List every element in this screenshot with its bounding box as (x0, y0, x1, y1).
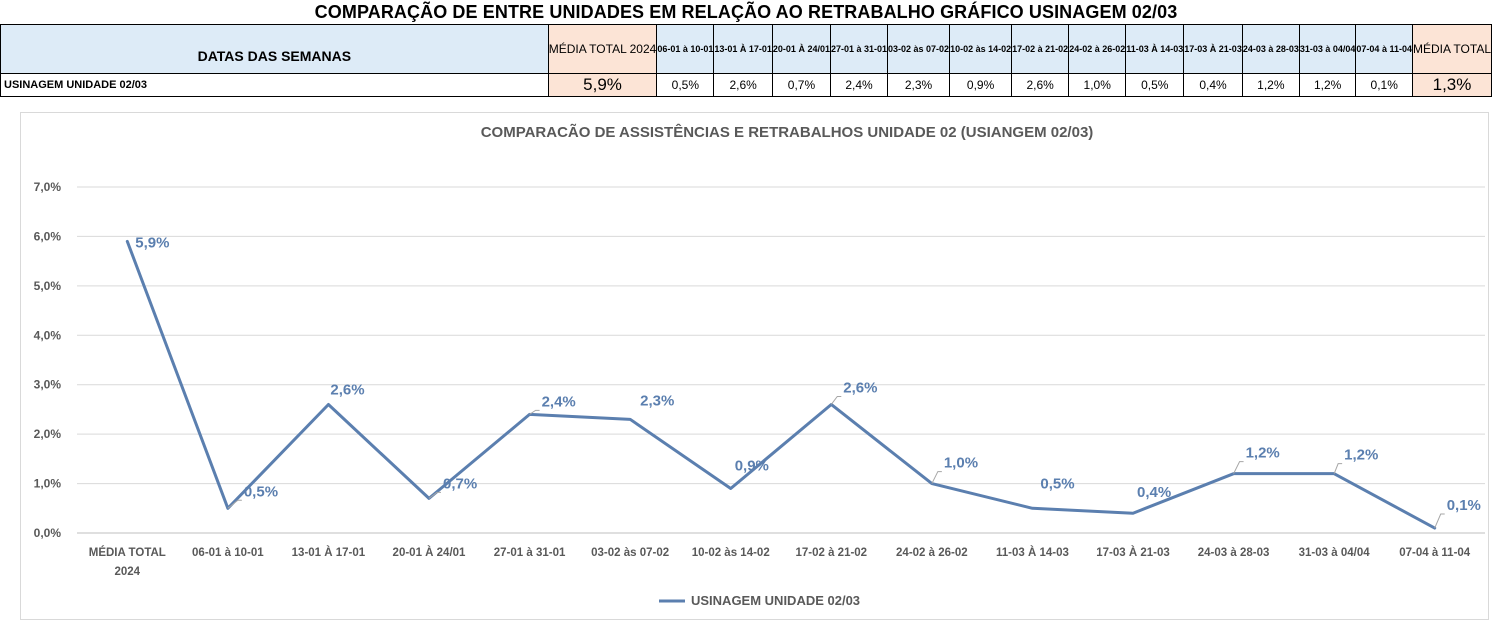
week-header: 06-01 à 10-01 (656, 24, 715, 74)
week-header: 03-02 às 07-02 (887, 24, 951, 74)
week-value: 1,2% (1298, 73, 1357, 97)
week-header: 24-03 à 28-03 (1241, 24, 1300, 74)
week-value: 0,5% (1125, 73, 1185, 97)
data-label-leader (428, 491, 441, 499)
y-tick-label: 7,0% (34, 180, 62, 194)
week-value: 2,6% (1011, 73, 1070, 97)
data-label-leader (529, 409, 540, 415)
data-label: 2,4% (542, 393, 576, 410)
data-label: 0,9% (735, 458, 769, 475)
data-label-leader (227, 499, 242, 509)
x-tick-label: 20-01 À 24/01 (393, 546, 466, 559)
y-tick-label: 0,0% (34, 526, 62, 540)
week-header: 17-02 à 21-02 (1011, 24, 1070, 74)
y-tick-label: 1,0% (34, 477, 62, 491)
week-header: 11-03 À 14-03 (1125, 24, 1185, 74)
avg-total-header: MÉDIA TOTAL (1411, 24, 1492, 74)
x-tick-label: 17-03 À 21-03 (1096, 546, 1170, 559)
x-tick-label: 06-01 à 10-01 (192, 547, 264, 559)
data-label: 1,0% (944, 455, 978, 472)
y-tick-label: 5,0% (34, 279, 62, 293)
x-tick-label: 03-02 às 07-02 (591, 547, 669, 559)
week-header: 17-03 À 21-03 (1183, 24, 1243, 74)
weeks-header-label: DATAS DAS SEMANAS (0, 24, 549, 74)
data-label-leader (1434, 513, 1445, 529)
week-value: 1,2% (1241, 73, 1300, 97)
y-tick-label: 4,0% (34, 328, 62, 342)
y-tick-label: 3,0% (34, 378, 62, 392)
data-label: 2,6% (843, 379, 877, 396)
week-value: 0,4% (1183, 73, 1243, 97)
x-tick-label: MÉDIA TOTAL (89, 546, 166, 559)
row-name: USINAGEM UNIDADE 02/03 (0, 73, 549, 97)
chart-title: COMPARACÃO DE ASSISTÊNCIAS E RETRABALHOS… (481, 123, 1094, 141)
week-value: 0,9% (949, 73, 1013, 97)
summary-table: DATAS DAS SEMANAS MÉDIA TOTAL 2024 06-01 à… (0, 24, 1492, 97)
data-label: 1,2% (1246, 445, 1280, 462)
week-value: 2,4% (829, 73, 889, 97)
week-header: 10-02 às 14-02 (949, 24, 1013, 74)
series-line-usinagem (125, 239, 1437, 530)
week-value: 1,0% (1068, 73, 1127, 97)
x-tick-label: 24-03 à 28-03 (1198, 547, 1270, 559)
table-header-row: DATAS DAS SEMANAS MÉDIA TOTAL 2024 06-01 à… (0, 24, 1492, 74)
week-value: 2,6% (713, 73, 773, 97)
y-tick-label: 6,0% (34, 229, 62, 243)
week-header: 07-04 à 11-04 (1355, 24, 1413, 74)
week-header: 31-03 à 04/04 (1298, 24, 1357, 74)
data-label-leader (830, 395, 842, 405)
table-row: USINAGEM UNIDADE 02/03 5,9% 0,5% 2,6% 0,7% 2,… (0, 73, 1492, 97)
x-tick-label: 10-02 às 14-02 (692, 547, 770, 559)
x-tick-label: 17-02 à 21-02 (795, 547, 867, 559)
x-tick-label: 13-01 À 17-01 (292, 546, 366, 559)
sheet-title: COMPARAÇÃO DE ENTRE UNIDADES EM RELAÇÃO … (314, 2, 1178, 22)
avg-2024-header: MÉDIA TOTAL 2024 (547, 24, 658, 74)
week-value: 0,7% (771, 73, 831, 97)
chart-area: COMPARACÃO DE ASSISTÊNCIAS E RETRABALHOS… (20, 112, 1489, 620)
legend-label: USINAGEM UNIDADE 02/03 (691, 593, 860, 608)
x-tick-label: 27-01 à 31-01 (494, 547, 566, 559)
data-label: 0,5% (244, 483, 278, 500)
x-tick-label: 2024 (114, 566, 140, 578)
week-value: 2,3% (887, 73, 951, 97)
data-label: 0,7% (443, 475, 477, 492)
week-value: 0,5% (656, 73, 715, 97)
data-label: 5,9% (135, 234, 169, 251)
data-label-leader (1233, 461, 1244, 474)
week-header: 24-02 à 26-02 (1068, 24, 1127, 74)
data-label: 1,2% (1344, 447, 1378, 464)
avg-2024-value: 5,9% (547, 73, 658, 97)
week-header: 20-01 À 24/01 (771, 24, 831, 74)
data-label: 2,6% (330, 381, 364, 398)
avg-total-value: 1,3% (1411, 73, 1492, 97)
x-tick-label: 07-04 à 11-04 (1399, 547, 1471, 559)
y-tick-label: 2,0% (34, 427, 62, 441)
x-tick-label: 24-02 à 26-02 (896, 547, 968, 559)
data-label: 0,4% (1137, 484, 1171, 501)
week-value: 0,1% (1355, 73, 1413, 97)
data-label-leader (931, 471, 942, 484)
data-label-leader (1333, 463, 1343, 474)
data-label: 0,5% (1040, 475, 1074, 492)
x-tick-label: 11-03 À 14-03 (996, 546, 1069, 559)
line-chart: COMPARACÃO DE ASSISTÊNCIAS E RETRABALHOS… (34, 123, 1485, 608)
week-header: 27-01 à 31-01 (829, 24, 889, 74)
data-label: 2,3% (640, 392, 674, 409)
week-header: 13-01 À 17-01 (713, 24, 773, 74)
data-label: 0,1% (1447, 497, 1481, 514)
x-tick-label: 31-03 à 04/04 (1299, 547, 1371, 559)
